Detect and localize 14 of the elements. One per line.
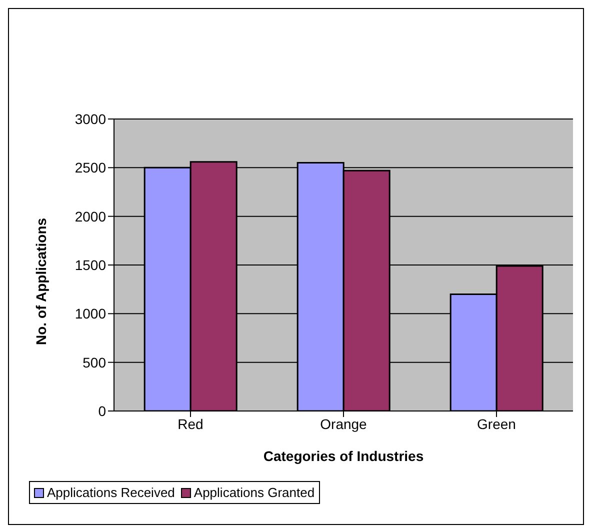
y-tick-label: 1500 xyxy=(74,256,106,273)
y-tick-label: 2000 xyxy=(74,208,106,224)
x-tick-label: Orange xyxy=(320,416,368,432)
x-axis-title: Categories of Industries xyxy=(263,448,424,464)
y-tick-label: 2500 xyxy=(74,160,106,176)
legend-label: Applications Received xyxy=(46,485,175,500)
y-tick-label: 3000 xyxy=(74,110,106,127)
y-tick-label: 0 xyxy=(98,402,106,419)
y-tick-label: 500 xyxy=(82,354,106,370)
y-axis-title: No. of Applications xyxy=(32,218,49,345)
legend-label: Applications Granted xyxy=(192,485,315,500)
x-tick-label: Green xyxy=(477,416,516,432)
x-tick-label: Red xyxy=(178,416,204,432)
y-tick-label: 1000 xyxy=(74,306,106,322)
